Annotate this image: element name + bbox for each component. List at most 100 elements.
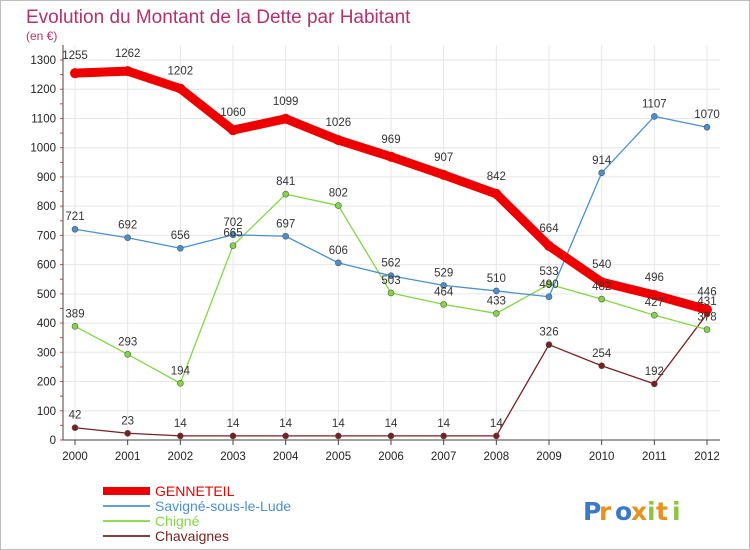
data-label: 697 [276,218,295,230]
data-point [282,190,289,198]
data-label: 969 [381,134,400,146]
y-tick-label: 800 [37,201,56,213]
x-tick-label: 2005 [326,451,352,463]
data-point [651,380,658,388]
data-point [438,169,449,180]
data-point [228,125,238,136]
data-label: 1060 [220,107,246,119]
data-label: 1026 [326,117,352,129]
logo-letter: o [615,497,632,526]
legend-label: Savigné-sous-le-Lude [155,498,291,514]
data-label: 389 [65,308,84,320]
data-label: 433 [487,295,506,307]
data-label: 23 [121,415,134,427]
data-label: 562 [381,258,400,270]
data-point [703,123,711,131]
axes: 0 100 200 300 400 500 600 700 800 900 1000 1100 1200… [30,45,720,463]
data-label: 606 [329,245,348,257]
data-point [598,362,605,370]
data-point [177,244,184,252]
data-point [651,311,658,319]
y-tick-label: 400 [37,318,56,330]
data-point [651,113,658,120]
data-label: 656 [171,230,190,242]
data-point [386,151,396,162]
y-tick-label: 1200 [30,84,56,96]
legend-label: Chigné [155,513,200,529]
data-label: 431 [697,296,716,308]
y-tick-label: 700 [37,230,56,242]
data-label: 482 [592,281,611,293]
x-tick-label: 2009 [536,451,562,463]
data-label: 533 [539,266,558,278]
data-label: 14 [385,418,398,430]
data-point [124,429,131,437]
data-point [544,240,554,251]
data-point [545,280,553,288]
x-tick-label: 2006 [378,451,404,463]
data-point [280,113,291,124]
data-point [703,326,711,333]
data-point [282,232,289,240]
y-tick-label: 200 [37,377,56,389]
chart-title: Evolution du Montant de la Dette par Hab… [26,7,411,28]
data-label: 1070 [694,109,720,121]
x-tick-label: 2003 [220,451,246,463]
data-point [545,341,553,349]
x-tick-label: 2011 [642,451,667,463]
data-point [177,379,184,387]
data-point [333,135,344,146]
data-label: 914 [592,155,612,167]
data-label: 254 [592,348,612,360]
x-tick-label: 2002 [168,451,194,463]
data-point [122,66,133,77]
data-point [124,351,131,358]
data-label: 14 [174,418,187,430]
x-tick-label: 2012 [694,451,720,463]
data-label: 841 [276,176,295,188]
data-point [70,68,80,79]
data-label: 664 [539,223,559,235]
data-label: 14 [437,418,450,430]
data-label: 1107 [642,98,667,110]
data-label: 842 [487,171,506,183]
data-label: 378 [697,312,716,324]
data-label: 14 [227,418,240,430]
logo-letter: r [599,497,612,526]
data-point [493,287,500,295]
data-label: 326 [539,327,558,339]
data-point [335,202,342,209]
y-tick-label: 1000 [30,143,56,155]
data-label: 1255 [62,50,88,62]
data-labels: 42 23 14 14 14 14 14 14 14 326 254 192 431 389 293 194 6… [62,48,720,430]
data-label: 446 [697,287,716,299]
logo-letter: i [647,497,656,526]
data-label: 529 [434,267,453,279]
chart-subtitle: (en €) [26,29,57,43]
y-tick-label: 300 [37,347,56,359]
data-label: 692 [118,220,137,232]
data-label: 702 [223,217,242,229]
data-label: 42 [69,410,82,422]
data-point [71,225,79,233]
data-point [440,282,447,289]
data-label: 427 [645,297,664,309]
data-label: 802 [329,188,348,200]
logo-letter: i [672,497,681,526]
data-label: 490 [539,279,558,291]
data-label: 510 [487,273,506,285]
data-point [598,295,605,303]
data-label: 14 [490,418,503,430]
data-point [493,432,500,440]
data-label: 293 [118,336,137,348]
data-label: 192 [645,366,664,378]
data-label: 503 [381,275,400,287]
data-point [175,83,186,94]
series-lines [70,66,712,440]
data-point [335,432,342,440]
data-label: 14 [279,418,292,430]
data-label: 496 [645,272,664,284]
x-tick-label: 2010 [589,451,615,463]
data-point [335,259,342,267]
